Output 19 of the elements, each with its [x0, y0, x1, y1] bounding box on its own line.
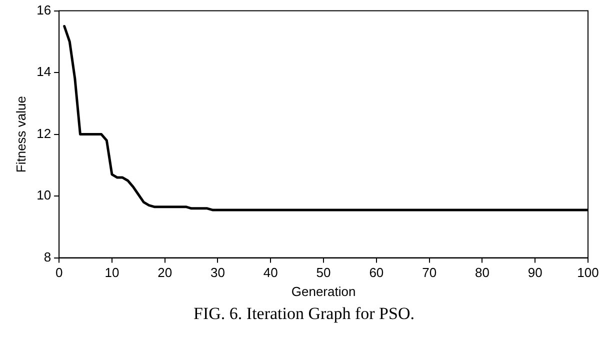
- y-tick-label: 14: [36, 64, 52, 80]
- x-tick-label: 30: [210, 265, 225, 280]
- y-tick-label: 10: [36, 188, 52, 203]
- y-tick-label: 8: [44, 249, 52, 264]
- y-tick-label: 16: [36, 2, 52, 18]
- y-tick-label: 12: [36, 126, 52, 141]
- x-tick-label: 70: [422, 265, 437, 280]
- x-tick-label: 40: [263, 265, 278, 280]
- x-tick-label: 80: [474, 265, 490, 280]
- x-tick-label: 0: [55, 265, 63, 280]
- y-axis-title: Fitness value: [13, 96, 28, 173]
- x-tick-label: 50: [316, 265, 331, 280]
- x-tick-label: 90: [528, 265, 542, 280]
- caption: FIG. 6. Iteration Graph for PSO.: [192, 304, 416, 324]
- x-axis-title: Generation: [291, 284, 356, 299]
- x-tick-label: 20: [158, 265, 172, 280]
- x-tick-label: 100: [577, 265, 599, 280]
- x-tick-label: 60: [369, 265, 384, 280]
- x-tick-label: 10: [104, 265, 120, 280]
